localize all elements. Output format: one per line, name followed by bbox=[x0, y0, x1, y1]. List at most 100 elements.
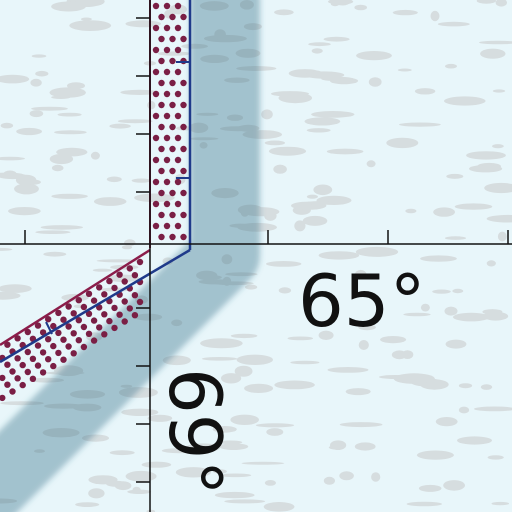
texture-speck bbox=[445, 63, 457, 69]
zone-dot bbox=[180, 35, 187, 43]
zone-dot bbox=[121, 298, 128, 305]
texture-speck bbox=[212, 426, 237, 433]
texture-speck bbox=[480, 48, 506, 59]
zone-dot bbox=[169, 79, 176, 87]
texture-speck bbox=[306, 128, 331, 133]
texture-speck bbox=[175, 467, 211, 478]
texture-speck bbox=[261, 109, 273, 120]
texture-speck bbox=[241, 461, 285, 465]
zone-dot bbox=[163, 178, 171, 186]
texture-speck bbox=[0, 122, 14, 129]
texture-speck bbox=[3, 170, 17, 178]
texture-speck bbox=[393, 373, 435, 384]
texture-speck bbox=[125, 20, 161, 28]
zone-dot bbox=[163, 24, 171, 32]
texture-speck bbox=[420, 255, 457, 262]
zone-dot bbox=[101, 311, 108, 318]
texture-speck bbox=[458, 383, 473, 389]
zone-dot bbox=[80, 303, 88, 311]
zone-dot bbox=[152, 112, 160, 120]
texture-speck bbox=[43, 251, 67, 257]
texture-speck bbox=[221, 373, 242, 384]
texture-speck bbox=[420, 303, 430, 312]
texture-speck bbox=[479, 40, 512, 45]
texture-speck bbox=[234, 365, 253, 377]
texture-speck bbox=[29, 110, 44, 118]
zone-dot bbox=[45, 316, 52, 323]
texture-speck bbox=[345, 388, 371, 396]
texture-speck bbox=[121, 245, 133, 250]
zone-dot bbox=[163, 68, 171, 76]
texture-speck bbox=[484, 182, 512, 194]
texture-speck bbox=[0, 156, 25, 161]
zone-dot bbox=[24, 348, 31, 356]
texture-speck bbox=[306, 194, 318, 199]
texture-speck bbox=[294, 220, 306, 232]
texture-speck bbox=[109, 450, 135, 456]
texture-speck bbox=[230, 333, 258, 339]
zone-dot bbox=[60, 336, 67, 343]
texture-speck bbox=[366, 160, 376, 168]
texture-speck bbox=[492, 144, 504, 149]
texture-speck bbox=[313, 184, 333, 196]
zone-dot bbox=[101, 331, 108, 338]
texture-speck bbox=[30, 78, 42, 87]
texture-speck bbox=[67, 82, 85, 90]
texture-speck bbox=[446, 173, 464, 179]
texture-speck bbox=[212, 469, 227, 474]
texture-speck bbox=[57, 112, 82, 117]
zone-dot bbox=[111, 304, 118, 312]
texture-speck bbox=[14, 183, 39, 195]
texture-speck bbox=[401, 350, 414, 359]
texture-speck bbox=[339, 422, 383, 428]
zone-dot bbox=[14, 355, 21, 362]
texture-speck bbox=[476, 0, 497, 4]
zone-dot bbox=[163, 46, 171, 54]
texture-speck bbox=[96, 259, 141, 263]
zone-dot bbox=[174, 90, 182, 98]
zone-dot bbox=[19, 381, 26, 389]
texture-speck bbox=[125, 470, 157, 482]
texture-speck bbox=[0, 74, 30, 84]
texture-speck bbox=[201, 357, 238, 361]
texture-speck bbox=[287, 336, 314, 341]
zone-dot bbox=[55, 349, 62, 357]
zone-dot bbox=[24, 328, 31, 336]
texture-speck bbox=[263, 502, 295, 512]
zone-dot bbox=[50, 342, 57, 350]
zone-dot bbox=[174, 46, 182, 54]
zone-dot bbox=[158, 189, 165, 197]
zone-dot bbox=[169, 233, 176, 241]
zone-dot bbox=[116, 271, 123, 278]
zone-dot bbox=[158, 145, 165, 153]
texture-speck bbox=[0, 247, 13, 251]
texture-speck bbox=[397, 68, 412, 72]
texture-speck bbox=[49, 87, 86, 98]
texture-speck bbox=[255, 423, 295, 428]
zone-dot bbox=[60, 316, 67, 323]
texture-speck bbox=[54, 130, 87, 135]
zone-dot bbox=[121, 318, 128, 325]
texture-speck bbox=[134, 193, 175, 203]
zone-dot bbox=[152, 178, 160, 186]
zone-dot bbox=[163, 2, 171, 10]
zone-dot bbox=[55, 329, 62, 337]
texture-speck bbox=[236, 354, 273, 365]
texture-speck bbox=[141, 461, 172, 468]
zone-dot bbox=[152, 222, 160, 230]
zone-dot bbox=[90, 337, 98, 344]
zone-dot bbox=[80, 343, 88, 351]
zone-dot bbox=[96, 284, 103, 291]
texture-speck bbox=[430, 10, 440, 22]
zone-dot bbox=[174, 156, 182, 164]
zone-dot bbox=[65, 323, 72, 330]
zone-dot bbox=[45, 336, 52, 343]
texture-speck bbox=[109, 123, 131, 129]
texture-speck bbox=[147, 101, 156, 110]
texture-speck bbox=[278, 287, 292, 294]
zone-dot bbox=[34, 362, 42, 369]
zone-dot bbox=[152, 68, 160, 76]
texture-speck bbox=[305, 201, 344, 205]
